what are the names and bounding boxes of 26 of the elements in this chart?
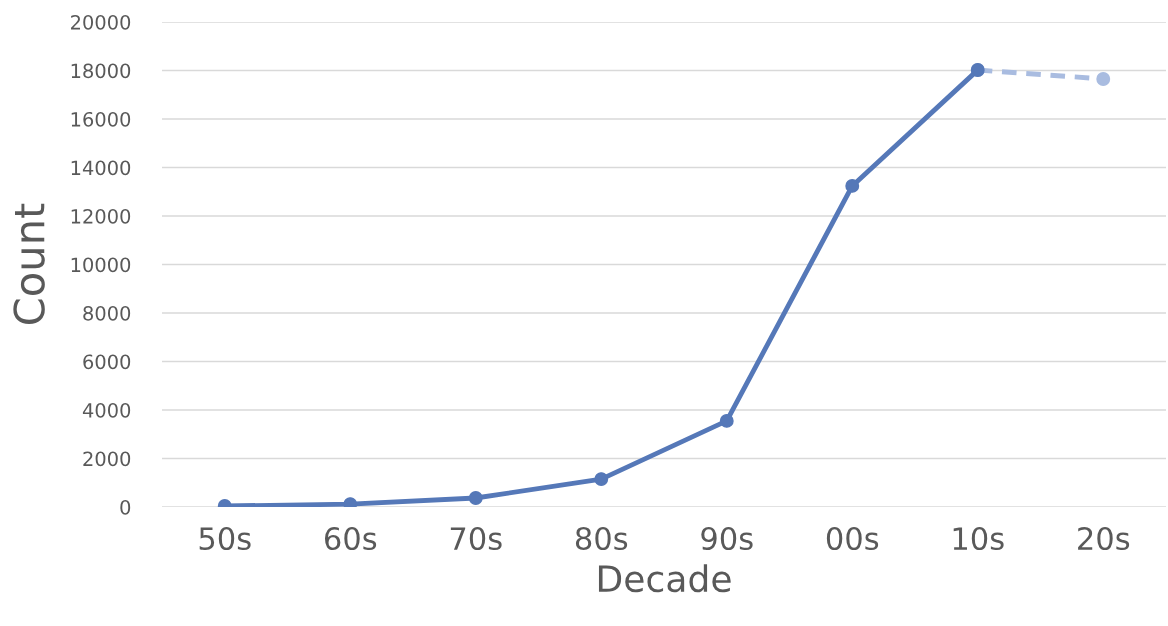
y-tick-label: 18000 [71,63,131,79]
x-tick-label: 60s [324,526,377,551]
x-tick-label: 50s [199,526,251,551]
point [468,491,483,505]
x-axis-title: Decade [598,564,731,593]
y-tick-label: 6000 [83,354,131,370]
y-tick-label: 8000 [83,305,131,321]
x-tick-label: 80s [575,526,628,551]
point [719,413,734,428]
x-tick-label: 00s [826,526,879,551]
y-tick-label: 20000 [71,14,131,30]
point [845,178,860,193]
y-tick-label: 4000 [82,402,131,418]
y-tick-label: 14000 [71,160,131,176]
y-tick-label: 0 [120,499,131,515]
y-axis-title: Count [13,203,45,325]
y-tick-label: 10000 [71,257,131,273]
point [594,472,609,487]
point [1096,72,1111,86]
y-tick-label: 2000 [83,451,131,467]
x-tick-label: 90s [701,526,753,551]
x-tick-label: 70s [450,526,502,551]
y-tick-label: 16000 [71,111,131,127]
x-tick-label: 20s [1078,526,1130,551]
y-tick-label: 12000 [71,208,131,224]
x-tick-label: 10s [953,526,1004,551]
